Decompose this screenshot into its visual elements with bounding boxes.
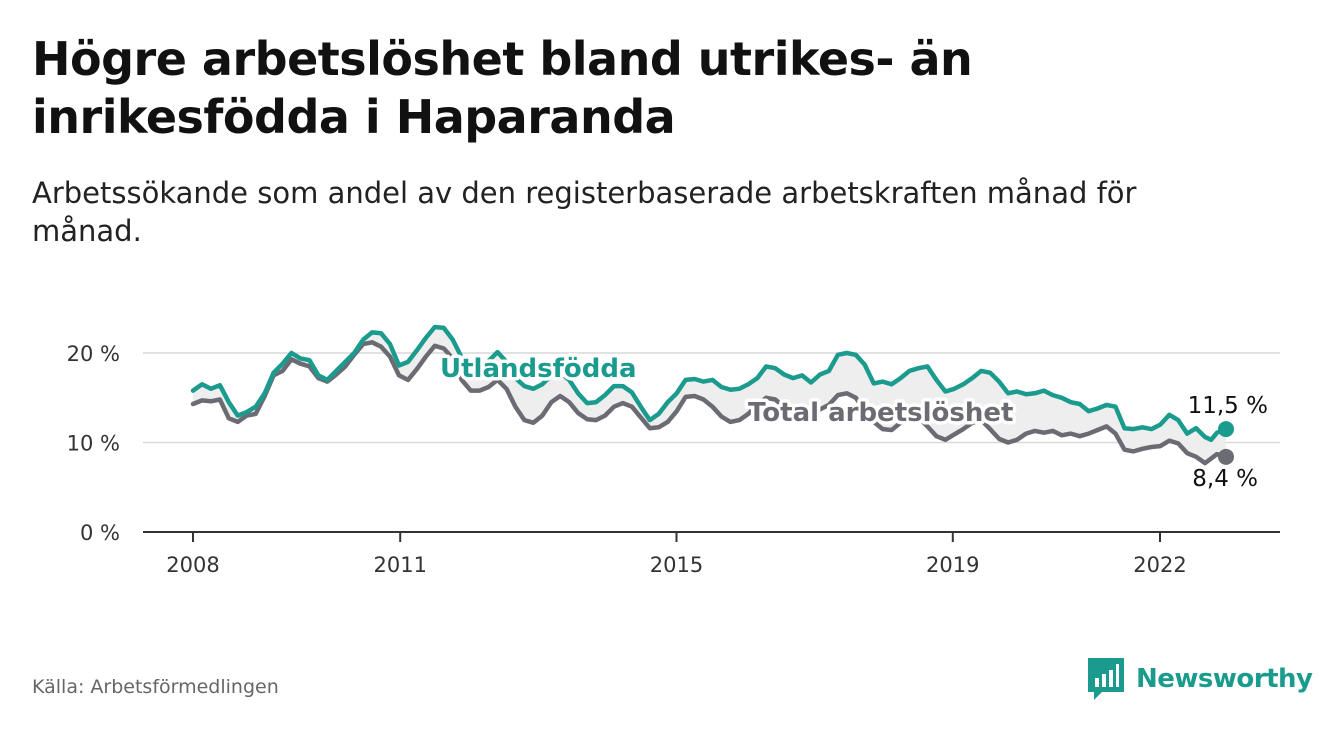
total-end-label-halo: 8,4 % (1192, 466, 1258, 492)
foreign-end-label-halo: 11,5 % (1188, 393, 1268, 419)
x-tick-label: 2015 (650, 553, 703, 577)
x-tick-label: 2022 (1133, 553, 1186, 577)
newsworthy-logo: Newsworthy (1088, 658, 1313, 700)
y-tick-label: 20 % (67, 342, 120, 366)
foreign-series-label: Utlandsfödda (440, 354, 637, 384)
total-series-label: Total arbetslöshet (748, 398, 1013, 428)
total-series-line (190, 340, 1229, 466)
y-tick-label: 0 % (80, 521, 120, 545)
chart-title: Högre arbetslöshet bland utrikes- än inr… (32, 32, 973, 144)
foreign-end-label: 11,5 % (1188, 393, 1268, 419)
foreign-series-line (190, 324, 1229, 443)
foreign-end-dot (1218, 421, 1234, 438)
foreign-series-label-halo: Utlandsfödda (440, 354, 637, 384)
x-tick-label: 2008 (166, 553, 219, 577)
total-end-label: 8,4 % (1192, 466, 1258, 492)
source-note: Källa: Arbetsförmedlingen (32, 676, 279, 698)
y-tick-label: 10 % (67, 432, 120, 456)
total-end-dot (1218, 448, 1234, 465)
x-tick-label: 2019 (926, 553, 979, 577)
brand-name: Newsworthy (1136, 664, 1313, 694)
gap-area (193, 327, 1226, 464)
total-series-label-halo: Total arbetslöshet (748, 398, 1013, 428)
x-tick-label: 2011 (373, 553, 426, 577)
newsworthy-logo-icon (1088, 658, 1124, 700)
chart-subtitle: Arbetssökande som andel av den registerb… (32, 176, 1137, 248)
